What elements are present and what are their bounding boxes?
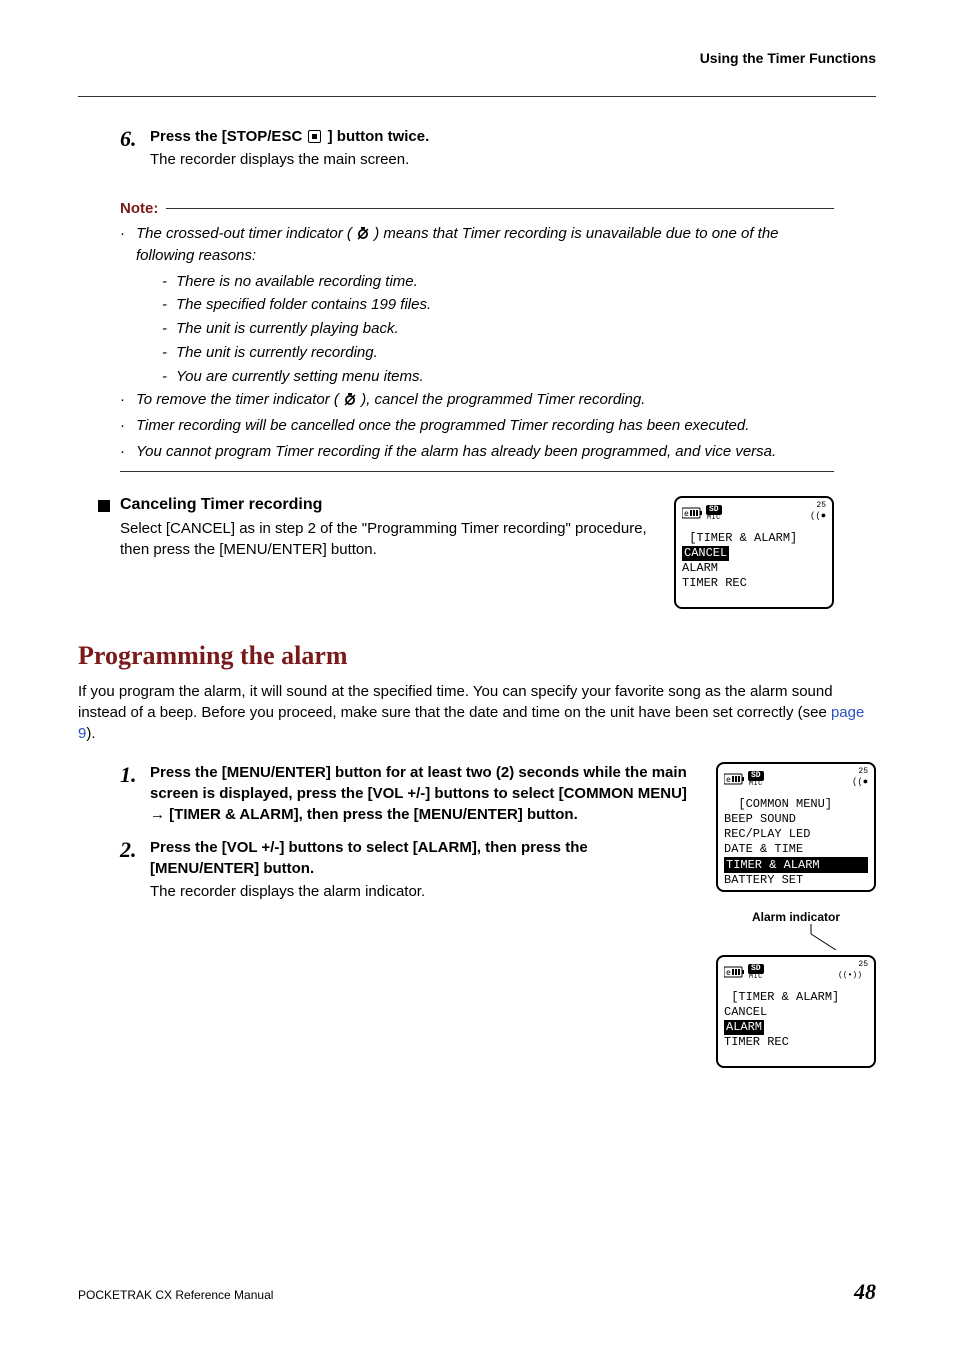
canceling-heading: Canceling Timer recording (120, 496, 322, 514)
alarm-steps: 1. Press the [MENU/ENTER] button for at … (120, 762, 876, 1068)
header-rule (78, 96, 876, 97)
timer-crossed-icon (343, 392, 357, 406)
canceling-section: Canceling Timer recording Select [CANCEL… (98, 496, 834, 609)
lcd-title: [COMMON MENU] (724, 797, 868, 812)
note-bullet-3: · Timer recording will be cancelled once… (120, 415, 834, 437)
step-title-post: ] button twice. (323, 128, 429, 145)
step-6: 6. Press the [STOP/ESC ] button twice. T… (120, 126, 876, 170)
note-rule (166, 208, 834, 209)
svg-text:((●)): ((●)) (852, 777, 868, 786)
lcd-line: DATE & TIME (724, 842, 868, 858)
step-number: 2. (120, 837, 150, 861)
battery-icon: e (724, 966, 746, 978)
note-b1-pre: The crossed-out timer indicator ( (136, 225, 352, 242)
alarm-intro: If you program the alarm, it will sound … (78, 681, 876, 744)
lcd-line-alarm: ALARM (682, 561, 826, 576)
footer-left: POCKETRAK CX Reference Manual (78, 1288, 273, 1302)
lcd-line: BATTERY SET (724, 873, 868, 888)
lcd-num: 25 (852, 768, 868, 776)
step-title: Press the [MENU/ENTER] button for at lea… (150, 762, 694, 825)
note-sub-5: -You are currently setting menu items. (162, 366, 834, 388)
mic-indicator-icon: ((●)) (810, 510, 826, 520)
battery-icon: e (724, 773, 746, 785)
programming-alarm-heading: Programming the alarm (78, 641, 876, 671)
note-bullet-4: · You cannot program Timer recording if … (120, 441, 834, 463)
step-body-text: The recorder displays the main screen. (150, 149, 876, 170)
lcd-line-timer-rec: TIMER REC (682, 576, 826, 591)
lcd-cancel-highlight: CANCEL (682, 546, 729, 561)
note-end-rule (120, 471, 834, 472)
alarm-indicator-pointer (716, 924, 876, 955)
alarm-intro-pre: If you program the alarm, it will sound … (78, 683, 833, 721)
note-b2-post: ), cancel the programmed Timer recording… (361, 391, 645, 408)
lcd-common-menu: e SDMIC 25 ((●)) [COMMON MENU] BEEP SOUN… (716, 762, 876, 892)
note-sub-3: -The unit is currently playing back. (162, 318, 834, 340)
stop-icon (308, 130, 321, 143)
alarm-mic-indicator-icon: ((•)) ((●)) (838, 969, 868, 979)
sd-icon: SDMIC (748, 964, 764, 981)
note-sub-4: -The unit is currently recording. (162, 342, 834, 364)
timer-crossed-icon (356, 226, 370, 240)
svg-text:e: e (726, 968, 731, 977)
step-title: Press the [VOL +/-] buttons to select [A… (150, 837, 694, 879)
note-label: Note: (120, 200, 158, 217)
note-sub-1: -There is no available recording time. (162, 271, 834, 293)
running-header: Using the Timer Functions (78, 50, 876, 66)
lcd-line: REC/PLAY LED (724, 827, 868, 842)
alarm-intro-post: ). (86, 725, 95, 742)
step-number: 6. (120, 126, 150, 150)
lcd-highlight-alarm: ALARM (724, 1020, 764, 1035)
page-number: 48 (854, 1279, 876, 1305)
sd-icon: SDMIC (748, 771, 764, 788)
svg-text:e: e (684, 509, 689, 518)
lcd-highlight: TIMER & ALARM (724, 858, 868, 873)
sd-icon: SDMIC (706, 505, 722, 522)
page-footer: POCKETRAK CX Reference Manual 48 (78, 1279, 876, 1305)
lcd-line: BEEP SOUND (724, 812, 868, 827)
lcd-line: TIMER REC (724, 1035, 868, 1050)
step-title-pre: Press the [STOP/ESC (150, 128, 306, 145)
lcd-line: CANCEL (724, 1005, 868, 1020)
note-sub-2: -The specified folder contains 199 files… (162, 294, 834, 316)
note-bullet-1: · The crossed-out timer indicator ( ) me… (120, 223, 834, 267)
step-number: 1. (120, 762, 150, 786)
lcd-num: 25 (810, 502, 826, 510)
note-bullet-2: · To remove the timer indicator ( ), can… (120, 389, 834, 411)
step-body-text: The recorder displays the alarm indicato… (150, 881, 694, 902)
battery-icon: e (682, 507, 704, 519)
mic-indicator-icon: ((●)) (852, 776, 868, 786)
step-title: Press the [STOP/ESC ] button twice. (150, 126, 876, 147)
lcd-title: [TIMER & ALARM] (682, 531, 826, 546)
note-block: Note: · The crossed-out timer indicator … (120, 200, 834, 472)
alarm-step-2: 2. Press the [VOL +/-] buttons to select… (120, 837, 694, 902)
lcd-alarm-selected: e SDMIC 25 ((•)) ((●)) [TIMER & ALARM] C… (716, 955, 876, 1068)
lcd-cancel: e SDMIC 25 ((●)) [TIMER & ALARM] CANCEL … (674, 496, 834, 609)
square-bullet-icon (98, 500, 110, 512)
note-b2-pre: To remove the timer indicator ( (136, 391, 339, 408)
svg-text:e: e (726, 775, 731, 784)
lcd-num: 25 (838, 961, 868, 969)
svg-text:((•)) ((●)): ((•)) ((●)) (838, 971, 868, 979)
alarm-step-1: 1. Press the [MENU/ENTER] button for at … (120, 762, 694, 825)
alarm-indicator-label: Alarm indicator (716, 910, 876, 924)
canceling-body: Select [CANCEL] as in step 2 of the "Pro… (120, 518, 652, 560)
svg-text:((●)): ((●)) (810, 511, 826, 520)
lcd-title: [TIMER & ALARM] (724, 990, 868, 1005)
